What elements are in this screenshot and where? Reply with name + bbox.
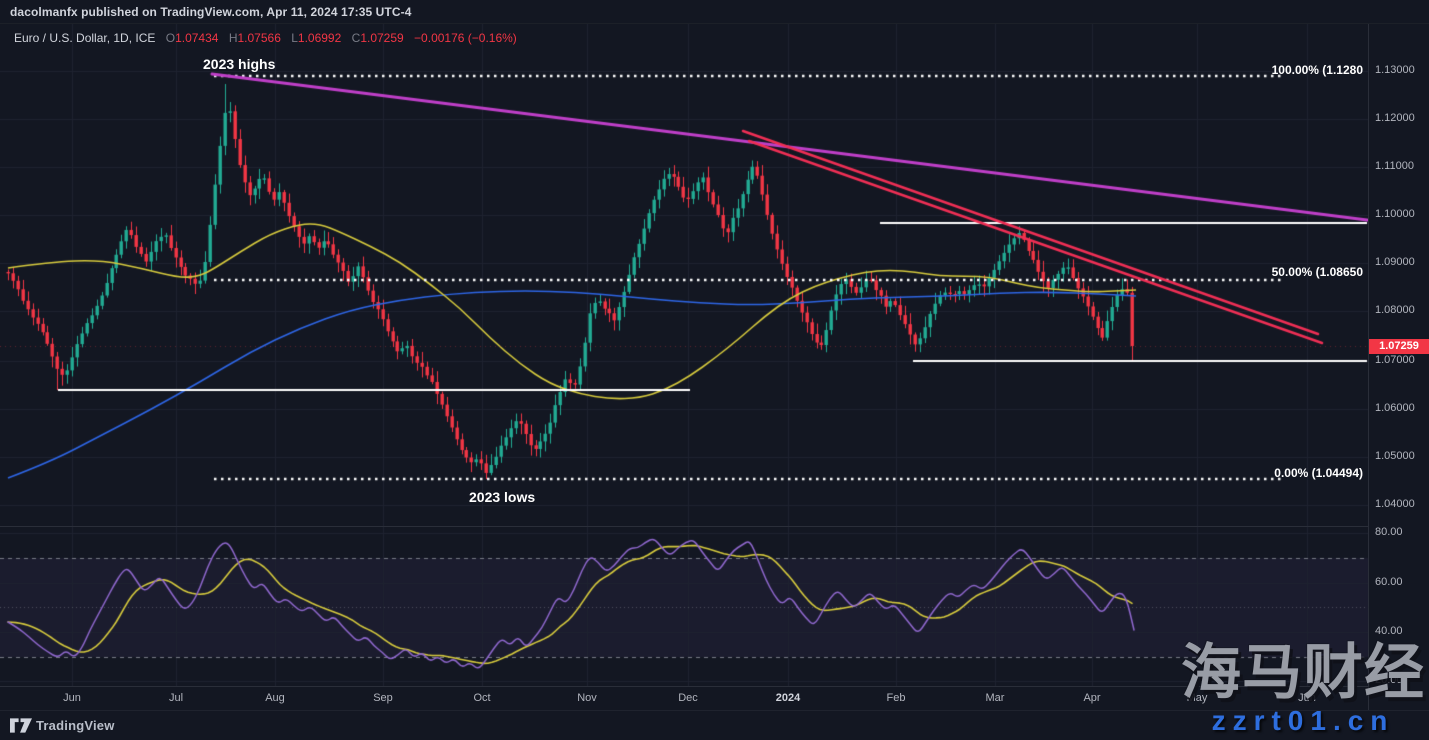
price-axis-label: 1.11000 — [1375, 160, 1414, 172]
time-axis-month-label: Mar — [985, 692, 1005, 704]
publish-header: dacolmanfx published on TradingView.com,… — [0, 0, 1429, 24]
annotation-2023-lows: 2023 lows — [469, 489, 536, 505]
low-label: L — [291, 31, 298, 45]
tradingview-logo-icon[interactable] — [10, 718, 32, 733]
footer-bar: TradingView — [0, 710, 1429, 740]
time-axis-month-label: Oct — [473, 692, 491, 704]
symbol-title: Euro / U.S. Dollar, 1D, ICE — [14, 31, 156, 45]
price-axis-label: 1.13000 — [1375, 64, 1415, 76]
price-axis-label: 1.12000 — [1375, 112, 1415, 124]
open-value: 1.07434 — [175, 31, 219, 45]
tradingview-brand-text[interactable]: TradingView — [36, 718, 115, 733]
close-value: 1.07259 — [360, 31, 404, 45]
fib-level-label: 50.00% (1.08650 — [1271, 265, 1363, 279]
open-label: O — [165, 31, 176, 45]
time-axis-month-label: Sep — [373, 692, 393, 704]
price-axis-label: 1.06000 — [1375, 402, 1415, 414]
price-axis-label: 1.09000 — [1375, 256, 1415, 268]
high-value: 1.07566 — [237, 31, 281, 45]
time-axis-month-label: May — [1186, 692, 1208, 704]
time-axis-month-label: Dec — [678, 692, 698, 704]
change-value: −0.00176 (−0.16%) — [414, 31, 517, 45]
time-axis-month-label: Jun — [1298, 692, 1316, 704]
time-axis-month-label: Jul — [168, 692, 184, 704]
price-axis-label: 60.00 — [1375, 576, 1403, 588]
time-axis[interactable]: Jun Jul Aug Sep Oct Nov Dec 2024 Feb Mar Apr May Jun — [0, 686, 1368, 711]
price-axis[interactable]: 1.13000 1.12000 1.11000 1.10000 1.09000 1.080… — [1368, 24, 1429, 710]
time-axis-month-label: Jun — [63, 692, 81, 704]
low-value: 1.06992 — [297, 31, 342, 45]
price-axis-label: 80.00 — [1375, 526, 1403, 538]
price-axis-label: 20.00 — [1375, 674, 1403, 686]
time-axis-month-label: Nov — [577, 692, 597, 704]
price-axis-label: 40.00 — [1375, 625, 1403, 637]
price-axis-label: 1.04000 — [1375, 498, 1415, 510]
price-axis-label: 1.05000 — [1375, 450, 1415, 462]
high-label: H — [228, 31, 238, 45]
symbol-legend[interactable]: Euro / U.S. Dollar, 1D, ICE O1.07434 H1.… — [14, 31, 517, 45]
time-axis-year-label: 2024 — [775, 692, 801, 704]
time-axis-month-label: Apr — [1083, 692, 1101, 704]
fib-level-label: 100.00% (1.1280 — [1271, 63, 1363, 77]
pane-separator[interactable] — [0, 526, 1368, 527]
fib-level-label: 0.00% (1.04494) — [1274, 466, 1363, 480]
price-axis-label: 1.07000 — [1375, 354, 1415, 366]
close-label: C — [351, 31, 361, 45]
price-axis-label: 1.08000 — [1375, 304, 1415, 316]
price-chart-canvas[interactable] — [0, 24, 1368, 686]
time-axis-month-label: Feb — [886, 692, 906, 704]
last-price-badge: 1.07259 — [1369, 339, 1429, 354]
time-axis-month-label: Aug — [265, 692, 285, 704]
annotation-2023-highs: 2023 highs — [203, 56, 276, 72]
price-axis-label: 1.10000 — [1375, 208, 1415, 220]
